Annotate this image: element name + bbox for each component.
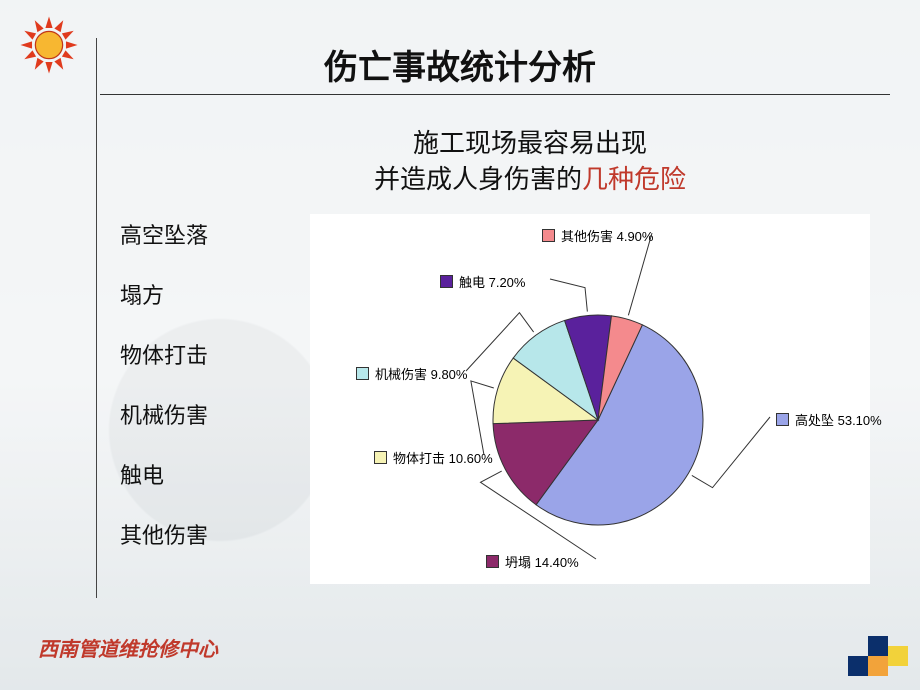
legend-label: 高处坠 53.10% <box>795 410 882 429</box>
legend-swatch-icon <box>440 275 453 288</box>
subtitle-line2-red: 几种危险 <box>582 165 686 194</box>
list-item: 触电 <box>120 458 208 518</box>
legend-label: 其他伤害 4.90% <box>561 226 653 245</box>
page-title: 伤亡事故统计分析 <box>0 40 920 89</box>
corner-block <box>888 646 908 666</box>
pie-legend-item: 触电 7.20% <box>440 272 525 291</box>
list-item: 其他伤害 <box>120 518 208 578</box>
title-underline <box>100 94 890 95</box>
list-item: 物体打击 <box>120 338 208 398</box>
subtitle-line1: 施工现场最容易出现 <box>413 129 647 158</box>
slide: 伤亡事故统计分析 施工现场最容易出现 并造成人身伤害的几种危险 高空坠落塌方物体… <box>0 0 920 690</box>
footer-text: 西南管道维抢修中心 <box>38 633 218 662</box>
legend-label: 触电 7.20% <box>459 272 525 291</box>
pie-leader-line <box>550 279 587 312</box>
legend-swatch-icon <box>542 229 555 242</box>
subtitle: 施工现场最容易出现 并造成人身伤害的几种危险 <box>260 126 800 199</box>
pie-chart: 高处坠 53.10%坍塌 14.40%物体打击 10.60%机械伤害 9.80%… <box>310 214 870 584</box>
pie-legend-item: 坍塌 14.40% <box>486 552 579 571</box>
legend-label: 坍塌 14.40% <box>505 552 579 571</box>
pie-legend-item: 高处坠 53.10% <box>776 410 882 429</box>
legend-label: 物体打击 10.60% <box>393 448 493 467</box>
pie-leader-line <box>628 233 652 315</box>
legend-label: 机械伤害 9.80% <box>375 364 467 383</box>
list-item: 机械伤害 <box>120 398 208 458</box>
pie-chart-svg <box>310 214 870 584</box>
corner-block <box>848 656 868 676</box>
legend-swatch-icon <box>374 451 387 464</box>
legend-swatch-icon <box>776 413 789 426</box>
pie-legend-item: 物体打击 10.60% <box>374 448 493 467</box>
list-item: 高空坠落 <box>120 218 208 278</box>
pie-leader-line <box>471 381 494 455</box>
corner-block <box>868 636 888 656</box>
vertical-divider <box>96 38 97 598</box>
pie-leader-line <box>692 417 770 488</box>
pie-legend-item: 机械伤害 9.80% <box>356 364 467 383</box>
pie-legend-item: 其他伤害 4.90% <box>542 226 653 245</box>
subtitle-line2-black: 并造成人身伤害的 <box>374 165 582 194</box>
legend-swatch-icon <box>486 555 499 568</box>
list-item: 塌方 <box>120 278 208 338</box>
corner-block <box>868 656 888 676</box>
legend-swatch-icon <box>356 367 369 380</box>
corner-decoration-icon <box>848 636 908 676</box>
hazard-list: 高空坠落塌方物体打击机械伤害触电其他伤害 <box>120 218 208 578</box>
